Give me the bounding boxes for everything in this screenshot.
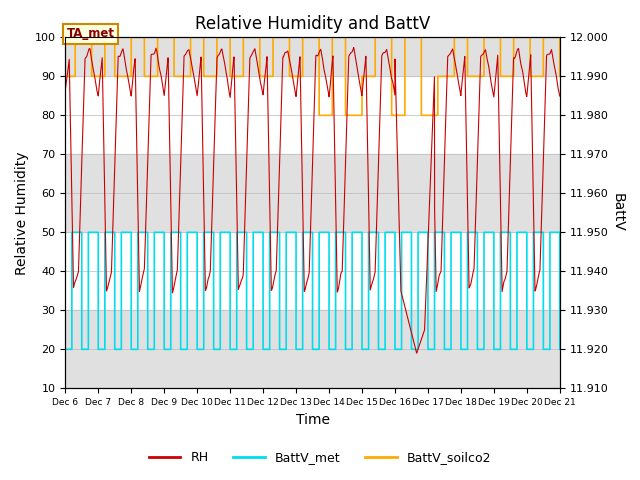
Text: TA_met: TA_met bbox=[67, 27, 115, 40]
Y-axis label: BattV: BattV bbox=[611, 193, 625, 232]
Bar bbox=[65, 311, 560, 388]
Title: Relative Humidity and BattV: Relative Humidity and BattV bbox=[195, 15, 430, 33]
Bar bbox=[65, 155, 560, 232]
X-axis label: Time: Time bbox=[296, 413, 330, 427]
Legend: RH, BattV_met, BattV_soilco2: RH, BattV_met, BattV_soilco2 bbox=[144, 446, 496, 469]
Bar bbox=[65, 37, 560, 76]
Y-axis label: Relative Humidity: Relative Humidity bbox=[15, 151, 29, 275]
